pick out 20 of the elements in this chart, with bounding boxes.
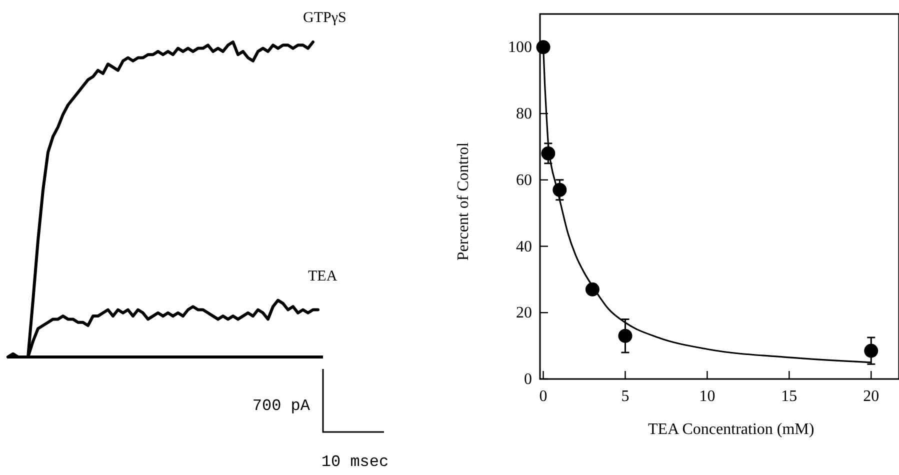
x-tick-label: 0 [539, 388, 548, 405]
y-tick-label: 60 [516, 172, 532, 189]
x-tick-label: 5 [621, 388, 630, 405]
y-tick-label: 80 [516, 106, 532, 123]
series-label: GTPγS [303, 10, 346, 26]
y-tick-label: 40 [516, 238, 532, 256]
point [536, 40, 550, 54]
point [864, 344, 878, 358]
x-tick-label: 20 [863, 388, 880, 405]
y-tick-label: 0 [524, 371, 532, 388]
x-tick-label: 15 [781, 388, 798, 405]
x-axis-title: TEA Concentration (mM) [648, 421, 814, 438]
y-tick-label: 100 [508, 39, 532, 56]
series-label: TEA [308, 268, 338, 284]
y-tick-label: 20 [516, 304, 532, 322]
text: 10 msec [321, 453, 389, 471]
y-axis-title: Percent of Control [455, 142, 472, 261]
text: 700 pA [252, 397, 310, 415]
x-tick-label: 10 [699, 388, 716, 405]
point [618, 328, 632, 343]
